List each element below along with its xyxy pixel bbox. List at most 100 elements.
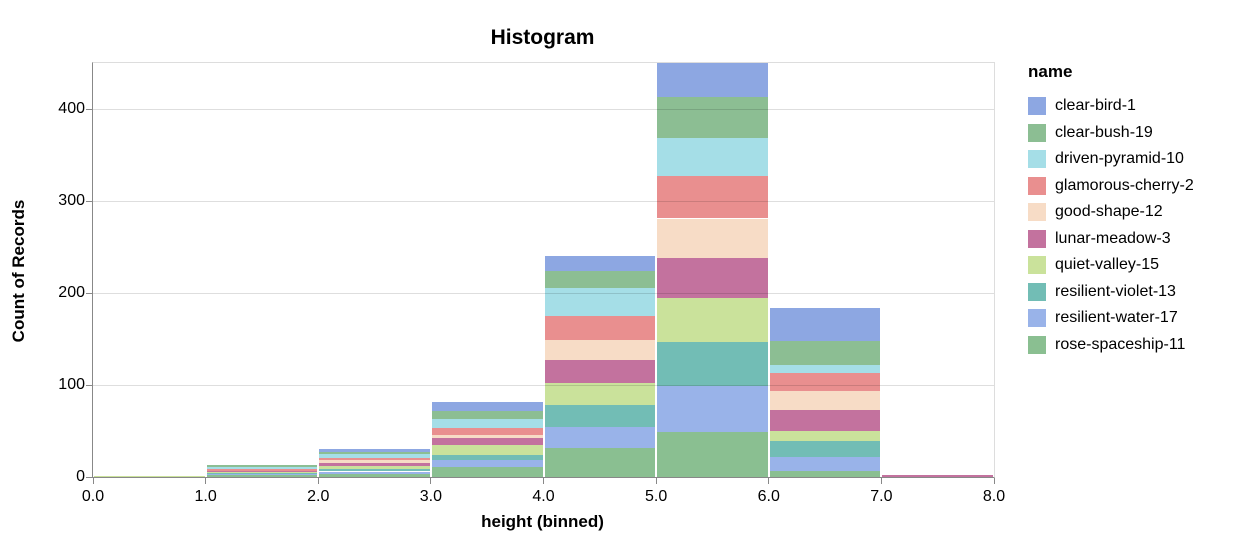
x-tick-label-5.0: 5.0 [645, 488, 668, 505]
x-tick-2.0 [317, 478, 319, 484]
bar-segment-rose-spaceship-11 [769, 471, 881, 477]
bar-segment-clear-bird-1 [544, 256, 656, 271]
x-tick-label-4.0: 4.0 [532, 488, 555, 505]
x-tick-7.0 [880, 478, 882, 484]
bar-segment-resilient-water-17 [769, 456, 881, 472]
bar-segment-quiet-valley-15 [319, 465, 430, 469]
legend-swatch-icon [1028, 309, 1046, 328]
legend-item-resilient-water-17: resilient-water-17 [1028, 305, 1194, 332]
bar-segment-lunar-meadow-3 [882, 475, 993, 477]
bar-segment-quiet-valley-15 [657, 297, 768, 342]
x-tick-8.0 [993, 478, 995, 484]
legend-item-glamorous-cherry-2: glamorous-cherry-2 [1028, 173, 1194, 200]
x-tick-label-3.0: 3.0 [419, 488, 442, 505]
bar-segment-resilient-water-17 [544, 427, 656, 449]
y-tick-300 [86, 200, 92, 202]
bar-segment-rose-spaceship-11 [657, 431, 768, 477]
legend-item-label: resilient-water-17 [1055, 309, 1178, 327]
legend-swatch-icon [1028, 176, 1046, 195]
bar-segment-quiet-valley-15 [431, 444, 543, 455]
bar-segment-glamorous-cherry-2 [206, 468, 318, 471]
legend-item-quiet-valley-15: quiet-valley-15 [1028, 252, 1194, 279]
gridline-y-100 [93, 384, 994, 386]
bar-segment-rose-spaceship-11 [319, 474, 430, 477]
legend-item-lunar-meadow-3: lunar-meadow-3 [1028, 226, 1194, 253]
bar-segment-resilient-violet-13 [769, 441, 881, 457]
bar-segment-lunar-meadow-3 [319, 463, 430, 466]
y-tick-label-100: 100 [58, 376, 85, 393]
y-tick-400 [86, 108, 92, 110]
bar-segment-rose-spaceship-11 [431, 466, 543, 477]
x-tick-label-2.0: 2.0 [307, 488, 330, 505]
legend-item-label: clear-bird-1 [1055, 97, 1136, 115]
bar-segment-clear-bush-19 [206, 465, 318, 467]
y-tick-label-0: 0 [76, 468, 85, 485]
legend-item-label: glamorous-cherry-2 [1055, 176, 1194, 194]
bar-segment-glamorous-cherry-2 [657, 176, 768, 219]
legend-item-clear-bush-19: clear-bush-19 [1028, 120, 1194, 147]
bar-segment-clear-bird-1 [657, 63, 768, 98]
gridline-y-400 [93, 108, 994, 110]
bar-segment-quiet-valley-15 [94, 476, 205, 477]
bar-segment-glamorous-cherry-2 [769, 373, 881, 391]
bar-segment-quiet-valley-15 [769, 431, 881, 442]
legend-item-resilient-violet-13: resilient-violet-13 [1028, 279, 1194, 306]
bar-segment-glamorous-cherry-2 [544, 316, 656, 340]
y-tick-label-200: 200 [58, 284, 85, 301]
legend-item-clear-bird-1: clear-bird-1 [1028, 93, 1194, 120]
bar-segment-clear-bird-1 [319, 449, 430, 453]
x-tick-label-8.0: 8.0 [982, 488, 1006, 505]
legend-swatch-icon [1028, 335, 1046, 354]
bar-segment-glamorous-cherry-2 [319, 457, 430, 461]
legend-item-good-shape-12: good-shape-12 [1028, 199, 1194, 226]
bar-segment-lunar-meadow-3 [206, 470, 318, 472]
legend-item-label: quiet-valley-15 [1055, 256, 1160, 274]
bar-segment-clear-bush-19 [657, 97, 768, 138]
plot-area: 0 100 200 300 400 0.0 1.0 2.0 3.0 4.0 5.0 6.0 7.0 8.0 [58, 62, 1005, 505]
bar-segment-glamorous-cherry-2 [431, 428, 543, 435]
x-tick-label-7.0: 7.0 [870, 488, 893, 505]
legend-item-driven-pyramid-10: driven-pyramid-10 [1028, 146, 1194, 173]
legend-swatch-icon [1028, 97, 1046, 116]
y-tick-200 [86, 292, 92, 294]
legend-item-label: good-shape-12 [1055, 203, 1163, 221]
legend-swatch-icon [1028, 229, 1046, 248]
x-tick-1.0 [205, 478, 207, 484]
bar-segment-resilient-water-17 [319, 471, 430, 475]
bar-segment-quiet-valley-15 [544, 383, 656, 406]
x-tick-label-6.0: 6.0 [757, 488, 780, 505]
bar-segment-clear-bush-19 [769, 340, 881, 365]
x-axis-title: height (binned) [481, 512, 604, 531]
bar-segment-resilient-water-17 [431, 460, 543, 467]
y-tick-0 [86, 476, 92, 478]
y-tick-100 [86, 384, 92, 386]
x-tick-4.0 [543, 478, 544, 484]
bar-segment-lunar-meadow-3 [544, 360, 656, 384]
bar-segment-good-shape-12 [544, 339, 656, 361]
legend-swatch-icon [1028, 203, 1046, 222]
legend-swatch-icon [1028, 150, 1046, 169]
y-axis-title: Count of Records [9, 199, 28, 343]
legend-swatch-icon [1028, 256, 1046, 275]
bar-segment-good-shape-12 [319, 460, 430, 464]
bar-segment-good-shape-12 [431, 434, 543, 439]
bar-segment-good-shape-12 [657, 218, 768, 259]
bar-segment-resilient-violet-13 [206, 472, 318, 475]
legend-item-label: resilient-violet-13 [1055, 282, 1176, 300]
x-tick-label-0.0: 0.0 [81, 488, 105, 505]
bar-segment-clear-bush-19 [319, 452, 430, 454]
bar-segment-resilient-violet-13 [544, 405, 656, 428]
legend: name clear-bird-1 clear-bush-19 driven-pyr… [1028, 62, 1194, 358]
bar-segment-clear-bird-1 [769, 307, 881, 341]
bar-segment-clear-bird-1 [431, 401, 543, 411]
bar-segment-rose-spaceship-11 [544, 448, 656, 477]
gridline-y-200 [93, 292, 994, 294]
legend-swatch-icon [1028, 123, 1046, 142]
bar-segment-driven-pyramid-10 [431, 419, 543, 429]
bar-segment-lunar-meadow-3 [769, 409, 881, 431]
bar-segment-driven-pyramid-10 [319, 454, 430, 458]
y-tick-label-300: 300 [58, 192, 85, 209]
bar-segment-lunar-meadow-3 [431, 438, 543, 445]
bar-segment-clear-bush-19 [544, 270, 656, 289]
bar-segment-resilient-water-17 [657, 385, 768, 432]
